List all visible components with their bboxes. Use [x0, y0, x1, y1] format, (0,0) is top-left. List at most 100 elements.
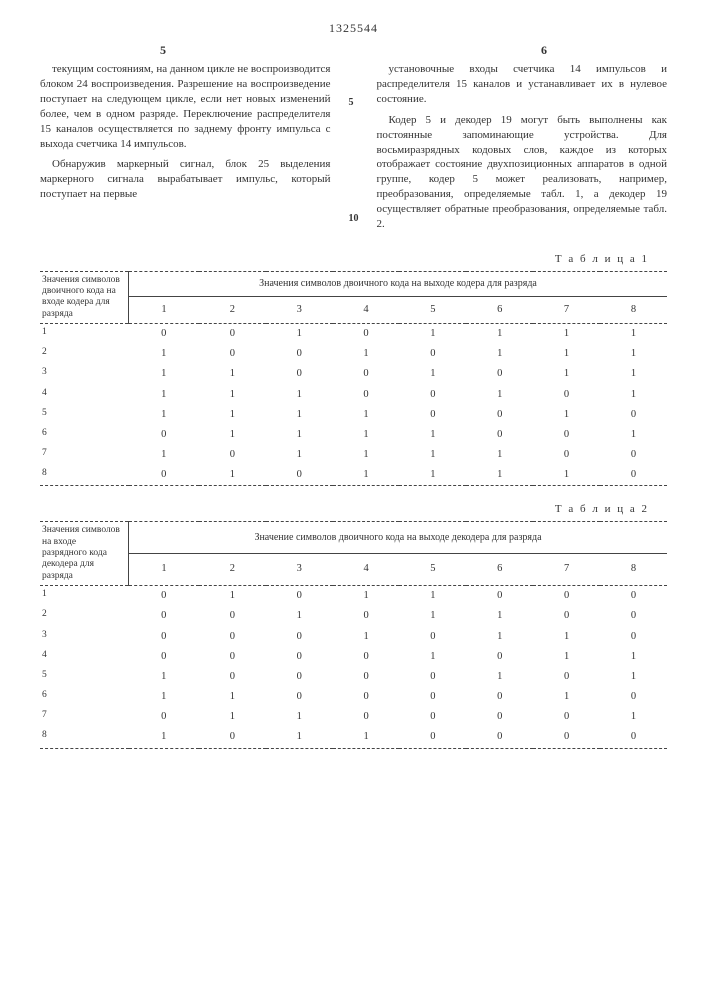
table1-col-header: 2 — [199, 297, 266, 324]
table2-cell: 0 — [466, 647, 533, 667]
table2-row-label: 2 — [40, 606, 129, 626]
table2-col-header: 8 — [600, 553, 667, 586]
table1-cell: 1 — [466, 324, 533, 345]
table2-row: 701100001 — [40, 707, 667, 727]
table1-row-label: 2 — [40, 344, 129, 364]
table1-cell: 1 — [600, 364, 667, 384]
left-column: текущим состояниям, на данном цикле не в… — [40, 62, 331, 237]
table1-cell: 0 — [199, 324, 266, 345]
table1-row: 601111001 — [40, 425, 667, 445]
table2-cell: 1 — [266, 707, 333, 727]
table2-cell: 1 — [533, 647, 600, 667]
table2-cell: 0 — [199, 727, 266, 748]
table2-cell: 0 — [199, 667, 266, 687]
table2-cell: 1 — [333, 727, 400, 748]
table1-cell: 0 — [533, 385, 600, 405]
table2-cell: 0 — [600, 606, 667, 626]
table2-cell: 1 — [129, 727, 199, 748]
table1-cell: 1 — [333, 465, 400, 486]
table2-row: 300010110 — [40, 627, 667, 647]
table1-col-header: 1 — [129, 297, 199, 324]
line-marker: 5 — [349, 96, 359, 110]
table2-row: 611000010 — [40, 687, 667, 707]
table1-row-label: 4 — [40, 385, 129, 405]
table2-cell: 1 — [600, 647, 667, 667]
table2-cell: 0 — [333, 647, 400, 667]
table2-cell: 0 — [533, 586, 600, 607]
table2-cell: 0 — [600, 687, 667, 707]
table2-cell: 0 — [266, 647, 333, 667]
col-label-right: 6 — [541, 42, 547, 58]
table2-cell: 1 — [129, 667, 199, 687]
table2-row-label: 4 — [40, 647, 129, 667]
table1-cell: 0 — [333, 385, 400, 405]
table2-cell: 1 — [399, 647, 466, 667]
table1-col-header: 4 — [333, 297, 400, 324]
table2-cell: 0 — [399, 727, 466, 748]
table2-cell: 1 — [129, 687, 199, 707]
table2-cell: 1 — [266, 727, 333, 748]
table2-cell: 1 — [199, 586, 266, 607]
table2-cell: 1 — [266, 606, 333, 626]
table2-cell: 0 — [333, 606, 400, 626]
table2-row: 400001011 — [40, 647, 667, 667]
table2-col-header: 1 — [129, 553, 199, 586]
table1-cell: 0 — [266, 344, 333, 364]
table2-cell: 0 — [466, 707, 533, 727]
table1-span-header: Значения символов двоичного кода на выхо… — [129, 271, 668, 297]
table1-cell: 0 — [399, 405, 466, 425]
table2-cell: 1 — [333, 586, 400, 607]
table1-row: 210010111 — [40, 344, 667, 364]
table1-row: 511110010 — [40, 405, 667, 425]
table2-row: 510000101 — [40, 667, 667, 687]
table1-col-header: 6 — [466, 297, 533, 324]
table2-row-label: 3 — [40, 627, 129, 647]
table2-row-label: 8 — [40, 727, 129, 748]
para: Кодер 5 и декодер 19 могут быть выполнен… — [377, 113, 668, 232]
table1-cell: 1 — [399, 324, 466, 345]
table1-row-header: Значения символов двоичного кода на вход… — [40, 271, 129, 324]
table1-cell: 0 — [533, 425, 600, 445]
table2-cell: 0 — [600, 727, 667, 748]
table2-cell: 0 — [533, 606, 600, 626]
table2-cell: 0 — [129, 707, 199, 727]
text-columns: текущим состояниям, на данном цикле не в… — [40, 62, 667, 237]
table1-cell: 1 — [399, 465, 466, 486]
table2-cell: 0 — [466, 727, 533, 748]
table1-cell: 1 — [266, 405, 333, 425]
table2-cell: 0 — [129, 586, 199, 607]
table2-cell: 1 — [533, 687, 600, 707]
table1-cell: 0 — [399, 385, 466, 405]
table1-row-label: 8 — [40, 465, 129, 486]
table2-cell: 0 — [266, 687, 333, 707]
table2-cell: 0 — [333, 707, 400, 727]
table2-cell: 0 — [466, 586, 533, 607]
table2-cell: 1 — [333, 627, 400, 647]
table1-cell: 1 — [533, 344, 600, 364]
table1-cell: 1 — [199, 364, 266, 384]
table2-cell: 0 — [199, 627, 266, 647]
table1-row: 100101111 — [40, 324, 667, 345]
table1-cell: 0 — [600, 405, 667, 425]
table1-cell: 1 — [199, 425, 266, 445]
table1-cell: 0 — [399, 344, 466, 364]
table1-row: 411100101 — [40, 385, 667, 405]
line-number-gutter: 5 10 — [349, 62, 359, 237]
table1-cell: 0 — [129, 465, 199, 486]
table1: Значения символов двоичного кода на вход… — [40, 271, 667, 493]
table1-cell: 1 — [399, 425, 466, 445]
table2-row: 101011000 — [40, 586, 667, 607]
table1-cell: 1 — [333, 425, 400, 445]
table1-col-header: 3 — [266, 297, 333, 324]
table1-cell: 1 — [600, 344, 667, 364]
table1-cell: 0 — [199, 445, 266, 465]
table1-cell: 0 — [266, 465, 333, 486]
table2-span-header: Значение символов двоичного кода на выхо… — [129, 522, 668, 553]
para: текущим состояниям, на данном цикле не в… — [40, 62, 331, 151]
table2-col-header: 2 — [199, 553, 266, 586]
table1-cell: 1 — [466, 385, 533, 405]
table1-cell: 1 — [129, 344, 199, 364]
table1-cell: 1 — [266, 324, 333, 345]
table2-cell: 0 — [333, 687, 400, 707]
table2-cell: 0 — [399, 707, 466, 727]
